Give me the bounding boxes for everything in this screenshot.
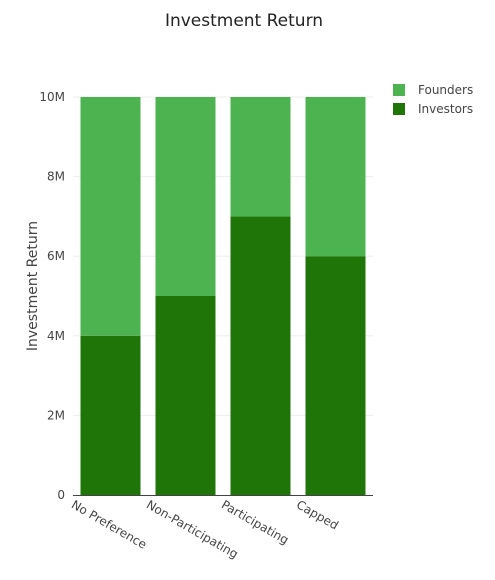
x-axis-ticks: No PreferenceNon-ParticipatingParticipat… [69, 497, 341, 561]
legend-label-founders[interactable]: Founders [418, 83, 473, 97]
y-tick-label: 6M [47, 249, 65, 263]
x-tick-label: No Preference [69, 497, 149, 551]
y-axis-ticks: 0 2M 4M 6M 8M 10M [39, 90, 65, 502]
legend: Founders Investors [393, 83, 473, 116]
bar-investors-0[interactable] [80, 335, 141, 495]
y-tick-label: 8M [47, 170, 65, 184]
y-tick-label: 2M [47, 408, 65, 422]
bars-group [80, 97, 366, 495]
legend-swatch-founders[interactable] [393, 84, 405, 96]
bar-founders-2[interactable] [230, 97, 291, 217]
bar-founders-1[interactable] [155, 97, 216, 296]
x-tick-label: Participating [219, 497, 291, 547]
y-tick-label: 0 [57, 488, 65, 502]
legend-swatch-investors[interactable] [393, 103, 405, 115]
bar-founders-3[interactable] [305, 97, 366, 257]
bar-investors-1[interactable] [155, 296, 216, 495]
bar-founders-0[interactable] [80, 97, 141, 336]
bar-investors-3[interactable] [305, 256, 366, 495]
x-tick-label: Capped [294, 497, 341, 532]
chart-title: Investment Return [165, 11, 323, 31]
y-axis-title: Investment Return [25, 221, 41, 351]
legend-label-investors[interactable]: Investors [418, 102, 473, 116]
y-tick-label: 10M [39, 90, 65, 104]
bar-investors-2[interactable] [230, 216, 291, 495]
y-tick-label: 4M [47, 329, 65, 343]
